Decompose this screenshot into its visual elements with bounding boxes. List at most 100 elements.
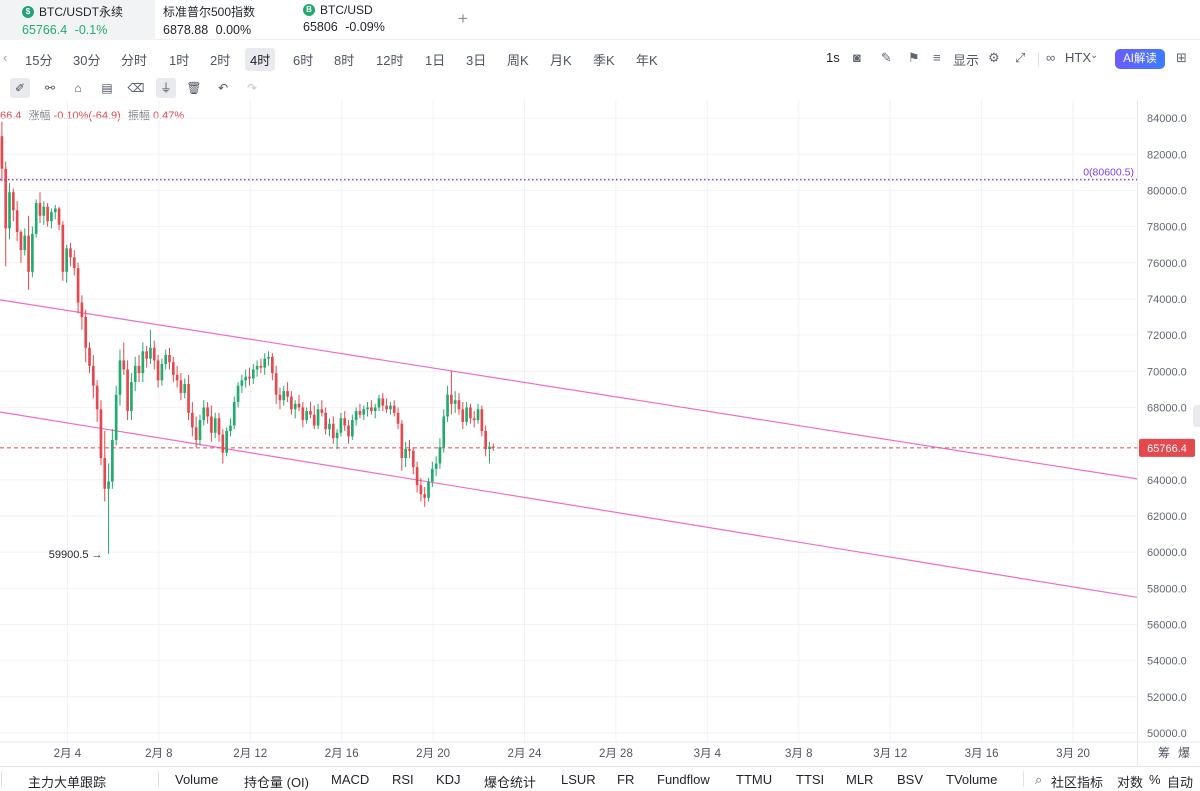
- current-price-label: 65766.4: [1147, 443, 1187, 455]
- indicator-rsi[interactable]: RSI: [392, 772, 414, 787]
- indicator-tvolume[interactable]: TVolume: [946, 772, 998, 787]
- link-icon: ∞: [1046, 50, 1056, 65]
- grid-icon[interactable]: ⊞: [1176, 50, 1187, 65]
- pencil-icon[interactable]: ✎: [881, 50, 892, 65]
- indicator-open-interest[interactable]: 持仓量 (OI): [244, 775, 309, 790]
- ticker-values: 65806 -0.09%: [303, 20, 385, 34]
- candle-body: [389, 405, 392, 410]
- candle-body: [232, 402, 236, 426]
- indicator-ttmu[interactable]: TTMU: [736, 772, 773, 787]
- tf-2h[interactable]: 2时: [210, 53, 231, 68]
- tf-8h[interactable]: 8时: [334, 53, 355, 68]
- filter-icon[interactable]: ⏚: [156, 78, 176, 98]
- collapse-arrow-icon[interactable]: ‹: [3, 50, 8, 65]
- chip-distribution-toggle[interactable]: 筹: [1158, 746, 1171, 760]
- tf-1d[interactable]: 1日: [425, 53, 446, 68]
- indicator-main-order-tracking[interactable]: 主力大单跟踪: [28, 775, 107, 790]
- ticker-tab-btc-usd[interactable]: B BTC/USD 65806 -0.09%: [295, 0, 395, 40]
- ticker-tab-sp500[interactable]: 标准普尔500指数 6878.88 0.00%: [155, 0, 265, 40]
- tf-3d[interactable]: 3日: [466, 53, 487, 68]
- indicator-bsv[interactable]: BSV: [897, 772, 924, 787]
- tf-1h[interactable]: 1时: [169, 53, 190, 68]
- tf-30m[interactable]: 30分: [73, 53, 101, 68]
- ticker-price: 65766.4: [22, 23, 68, 37]
- candle-body: [430, 468, 434, 482]
- tf-tick[interactable]: 分时: [121, 53, 148, 68]
- ticker-name: BTC/USD: [320, 3, 373, 17]
- tf-4h[interactable]: 4时: [245, 48, 276, 71]
- auto-scale-toggle[interactable]: 自动: [1167, 775, 1194, 790]
- tf-6h[interactable]: 6时: [293, 53, 314, 68]
- candle-body: [476, 409, 480, 421]
- candle-body: [164, 354, 168, 365]
- percent-scale-toggle[interactable]: %: [1149, 772, 1161, 787]
- candle-body: [290, 396, 293, 410]
- x-tick-label: 3月 16: [965, 748, 999, 760]
- candle-body: [282, 391, 286, 401]
- log-scale-toggle[interactable]: 对数: [1117, 775, 1144, 790]
- gear-icon[interactable]: ⚙: [988, 50, 1000, 65]
- x-tick-label: 2月 8: [145, 748, 173, 760]
- y-tick-label: 76000.0: [1147, 258, 1187, 270]
- trash-icon[interactable]: 🗑: [186, 81, 202, 95]
- add-tab-icon[interactable]: +: [458, 9, 468, 28]
- candle-body: [457, 400, 461, 410]
- tf-month[interactable]: 月K: [550, 53, 572, 68]
- liquidation-toggle[interactable]: 爆: [1178, 746, 1191, 760]
- candle-body: [255, 365, 259, 370]
- display-button[interactable]: 显示: [953, 53, 980, 68]
- ai-analysis-button[interactable]: AI解读: [1115, 49, 1165, 69]
- candle-body: [225, 430, 228, 453]
- interval-1s-button[interactable]: 1s: [826, 50, 840, 65]
- ticker-tab-btc-usdt-perp[interactable]: $ BTC/USDT永续 65766.4 -0.1%: [0, 0, 155, 40]
- indicator-ttsi[interactable]: TTSI: [796, 772, 825, 787]
- eraser-icon[interactable]: ⌫: [127, 81, 145, 95]
- tf-15m[interactable]: 15分: [25, 53, 53, 68]
- indicator-mlr[interactable]: MLR: [846, 772, 874, 787]
- indicator-lsur[interactable]: LSUR: [561, 772, 596, 787]
- draw-brush-icon[interactable]: ✐: [10, 78, 30, 98]
- candle-body: [385, 405, 388, 410]
- candle-body: [484, 430, 487, 450]
- redo-icon[interactable]: ↷: [246, 81, 258, 95]
- fullscreen-icon[interactable]: ⤢: [1015, 50, 1026, 65]
- candle-body: [347, 425, 350, 437]
- lock-icon[interactable]: ⌂: [74, 81, 82, 95]
- candle-body: [278, 394, 282, 401]
- tf-quarter[interactable]: 季K: [593, 53, 615, 68]
- indicator-liquidations[interactable]: 爆仓统计: [484, 775, 537, 790]
- candle-body: [305, 411, 308, 421]
- flag-icon[interactable]: ⚑: [908, 50, 920, 65]
- camera-icon[interactable]: ◙: [853, 50, 861, 65]
- candle-body: [171, 362, 175, 375]
- candle-body: [377, 398, 381, 408]
- candle-body: [126, 369, 129, 412]
- candle-body: [392, 405, 396, 413]
- exchange-select[interactable]: HTX: [1065, 50, 1091, 65]
- tf-year[interactable]: 年K: [636, 53, 658, 68]
- candle-body: [244, 376, 248, 381]
- tf-week[interactable]: 周K: [507, 53, 529, 68]
- right-panel-handle[interactable]: [1193, 405, 1200, 427]
- settings-list-icon[interactable]: ≡: [933, 50, 941, 65]
- community-indicators-button[interactable]: 社区指标: [1051, 775, 1104, 790]
- candle-body: [213, 418, 217, 433]
- indicator-macd[interactable]: MACD: [331, 772, 370, 787]
- indicator-fr[interactable]: FR: [617, 772, 635, 787]
- undo-icon[interactable]: ↶: [217, 81, 229, 95]
- tf-12h[interactable]: 12时: [376, 53, 404, 68]
- candle-body: [373, 407, 377, 412]
- indicator-volume[interactable]: Volume: [175, 772, 219, 787]
- candle-body: [179, 380, 183, 393]
- indicator-kdj[interactable]: KDJ: [436, 772, 461, 787]
- magnet-icon[interactable]: ⚯: [44, 81, 56, 95]
- indicator-fundflow[interactable]: Fundflow: [657, 772, 710, 787]
- layers-icon[interactable]: ▤: [101, 81, 113, 95]
- candle-body: [465, 407, 468, 422]
- change-label: 涨幅: [28, 110, 51, 122]
- candle-body: [156, 360, 160, 381]
- price-chart[interactable]: 84000.0 82000.0 80000.0 78000.0 76000.0 74000…: [0, 100, 1200, 765]
- candle-body: [80, 302, 84, 318]
- candle-body: [88, 347, 91, 366]
- chevron-down-icon[interactable]: ⌄: [1090, 50, 1099, 61]
